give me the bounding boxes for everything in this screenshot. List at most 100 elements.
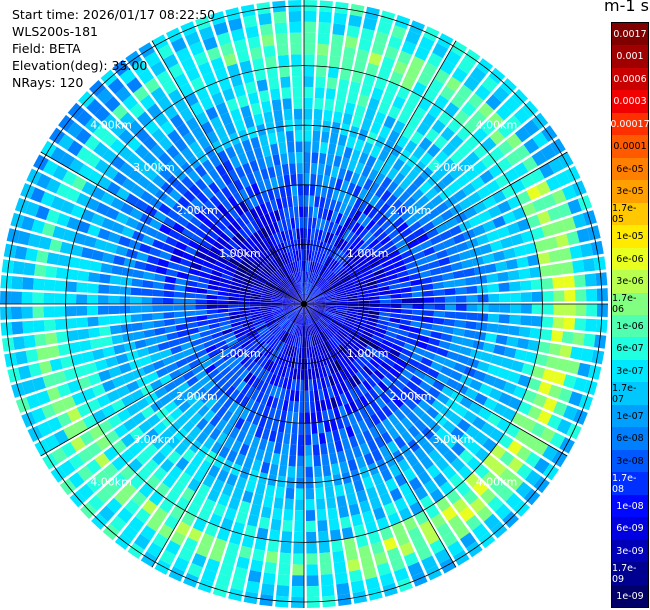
beta-cell: [413, 251, 426, 261]
beta-cell: [242, 256, 253, 266]
beta-cell: [541, 277, 554, 290]
beta-cell: [102, 252, 115, 264]
beta-cell: [169, 254, 182, 264]
beta-cell: [384, 45, 399, 60]
beta-cell: [176, 329, 189, 338]
beta-cell: [296, 228, 300, 240]
beta-cell: [120, 433, 136, 448]
beta-cell: [108, 285, 121, 295]
beta-cell: [369, 181, 380, 195]
beta-cell: [108, 366, 122, 378]
beta-cell: [304, 206, 309, 218]
beta-cell: [76, 220, 91, 234]
beta-cell: [375, 482, 388, 496]
beta-cell: [345, 231, 355, 243]
beta-cell: [87, 316, 99, 327]
beta-cell: [309, 261, 313, 273]
beta-cell: [175, 278, 187, 286]
beta-cell: [407, 561, 424, 577]
beta-cell: [492, 250, 506, 262]
beta-cell: [307, 325, 311, 337]
beta-cell: [354, 256, 366, 266]
beta-cell: [401, 430, 414, 444]
beta-cell: [135, 508, 151, 524]
beta-cell: [184, 305, 196, 311]
beta-cell: [389, 463, 402, 478]
beta-cell: [145, 337, 158, 347]
beta-cell: [311, 288, 320, 297]
beta-cell: [261, 268, 272, 277]
beta-cell: [297, 271, 301, 283]
beta-cell: [231, 277, 243, 284]
beta-cell: [463, 267, 476, 277]
beta-cell: [258, 415, 268, 428]
beta-cell: [204, 364, 217, 375]
beta-cell: [380, 176, 393, 189]
beta-cell: [236, 266, 248, 275]
beta-cell: [111, 399, 126, 413]
beta-cell: [315, 276, 323, 287]
beta-cell: [68, 472, 85, 489]
beta-cell: [380, 163, 392, 176]
beta-cell: [370, 121, 382, 135]
beta-cell: [507, 474, 524, 491]
beta-cell: [192, 517, 207, 533]
beta-cell: [181, 209, 194, 221]
beta-cell: [281, 196, 288, 209]
beta-cell: [290, 54, 302, 66]
beta-cell: [319, 552, 332, 565]
beta-cell: [298, 423, 304, 435]
beta-cell: [371, 242, 383, 253]
azimuth-spoke: [303, 40, 457, 305]
beta-cell: [594, 334, 607, 349]
beta-cell: [142, 363, 156, 375]
beta-cell: [514, 349, 527, 361]
beta-cell: [224, 243, 236, 253]
beta-cell: [319, 318, 329, 327]
beta-cell: [309, 335, 313, 347]
beta-cell: [220, 277, 232, 285]
beta-cell: [393, 259, 405, 269]
beta-cell: [369, 426, 380, 439]
range-ring-label: 5.00km: [519, 75, 561, 88]
colorbar-cell: 3e-09: [612, 539, 648, 563]
beta-cell: [350, 347, 361, 358]
beta-cell: [334, 100, 345, 113]
beta-cell: [314, 98, 324, 110]
beta-cell: [371, 87, 384, 101]
beta-cell: [36, 347, 50, 361]
beta-cell: [362, 429, 373, 443]
beta-cell: [331, 362, 339, 374]
beta-cell: [36, 173, 52, 190]
beta-cell: [311, 368, 316, 380]
beta-cell: [254, 538, 267, 551]
beta-cell: [243, 372, 253, 384]
beta-cell: [313, 345, 319, 357]
beta-cell: [150, 60, 167, 77]
beta-cell: [147, 344, 160, 355]
beta-cell: [418, 470, 432, 485]
beta-cell: [173, 375, 186, 387]
beta-cell: [376, 562, 392, 576]
beta-cell: [298, 249, 302, 261]
beta-cell: [481, 76, 499, 93]
beta-cell: [381, 405, 393, 418]
beta-cell: [387, 105, 401, 120]
beta-cell: [280, 541, 292, 554]
beta-cell: [466, 285, 478, 294]
beta-cell: [443, 318, 456, 327]
beta-cell: [46, 178, 61, 194]
beta-cell: [33, 320, 45, 333]
beta-cell: [324, 270, 333, 280]
beta-cell: [299, 217, 304, 229]
beta-cell: [344, 102, 356, 115]
beta-cell: [407, 115, 421, 130]
beta-cell: [211, 91, 225, 106]
beta-cell: [89, 80, 106, 97]
beta-cell: [406, 411, 420, 424]
beta-cell: [291, 596, 304, 608]
beta-cell: [317, 252, 323, 264]
beta-cell: [310, 286, 318, 296]
beta-cell: [340, 157, 350, 170]
beta-cell: [280, 153, 288, 165]
